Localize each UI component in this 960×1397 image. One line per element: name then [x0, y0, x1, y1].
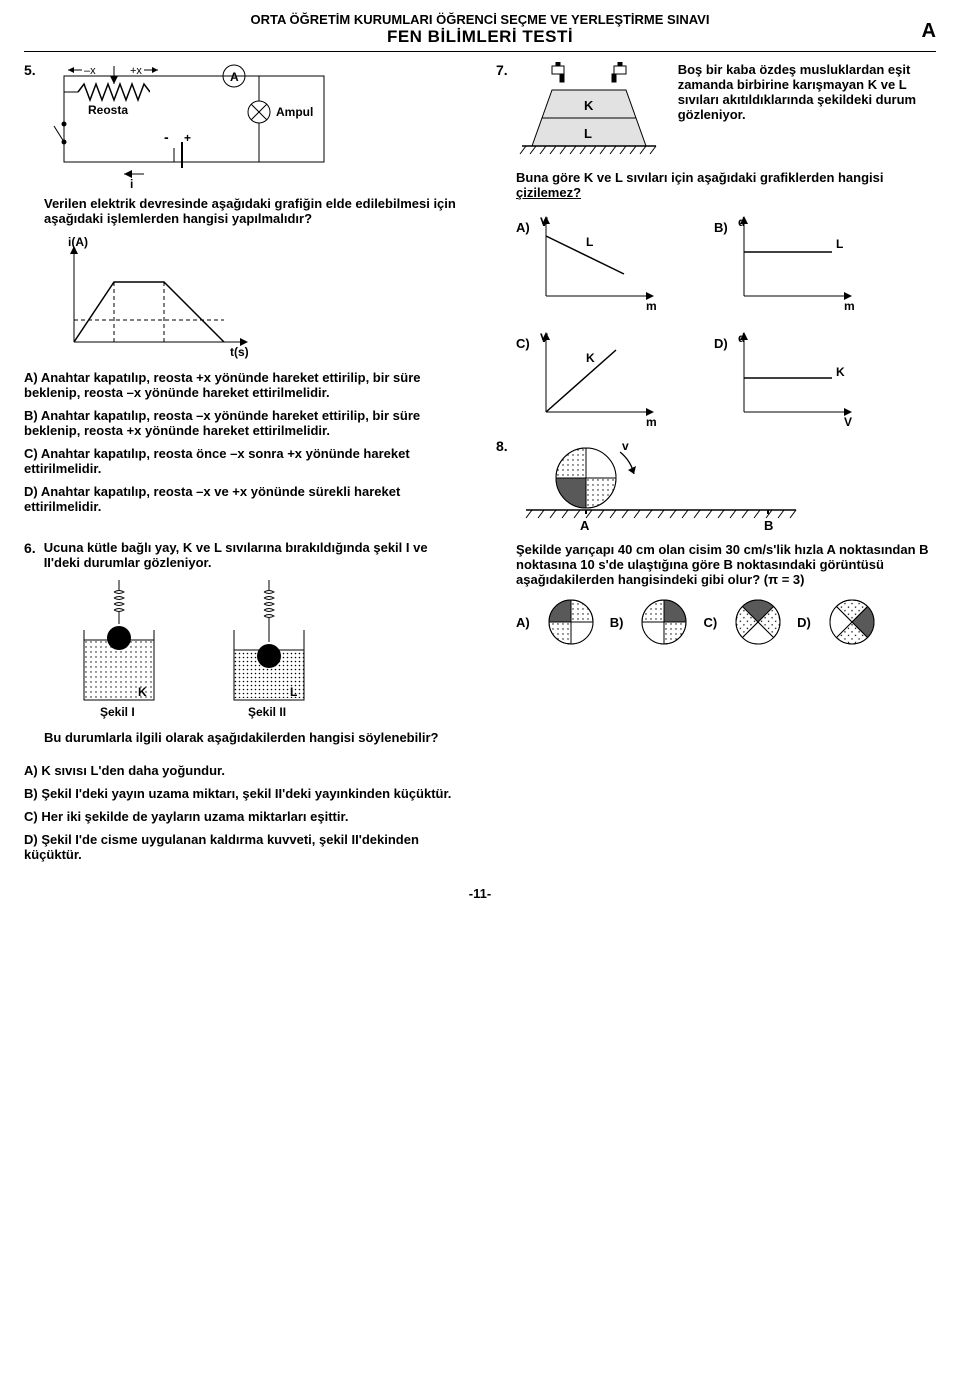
right-column: 7. K L [496, 62, 936, 862]
q8-optC-fig [733, 597, 783, 647]
q7-mid2: çizilemez? [516, 185, 581, 200]
q7-D-line: K [836, 365, 845, 379]
q5-plus: + [184, 131, 191, 145]
q8-optB-fig [639, 597, 689, 647]
q7-B-x: m [844, 299, 855, 313]
q8-optD-fig [827, 597, 877, 647]
q5-px: +x [130, 65, 142, 77]
q6-optC: C) Her iki şekilde de yayların uzama mik… [24, 809, 464, 824]
q6-L: L [290, 685, 297, 699]
q7-K: K [584, 98, 594, 113]
q7-graphs-row1: A) V m L B) d m L [516, 206, 936, 316]
q7-number: 7. [496, 62, 508, 162]
q5-xaxis: t(s) [230, 345, 249, 359]
q8-A: A [580, 518, 590, 533]
q7-C-lab: C) [516, 336, 530, 351]
q7-D-x: V [844, 415, 852, 429]
q7-mid: Buna göre K ve L sıvıları için aşağıdaki… [516, 170, 884, 185]
q6-optD: D) Şekil I'de cisme uygulanan kaldırma k… [24, 832, 464, 862]
q6-number: 6. [24, 540, 36, 570]
q7-B-line: L [836, 237, 843, 251]
q7-A-lab: A) [516, 220, 530, 235]
q7-D-lab: D) [714, 336, 728, 351]
q6-optA: A) K sıvısı L'den daha yoğundur. [24, 763, 464, 778]
q6-figures: K Şekil I L Şekil II [64, 580, 464, 720]
q8-optB-lab: B) [610, 615, 624, 630]
q8-optC-lab: C) [703, 615, 717, 630]
q5-ampul: Ampul [276, 105, 313, 119]
q5-reosta: Reosta [88, 103, 128, 117]
q7-L: L [584, 126, 592, 141]
q5-mx: –x [84, 65, 96, 77]
q8-B: B [764, 518, 773, 533]
q5-optB: B) Anahtar kapatılıp, reosta –x yönünde … [24, 408, 464, 438]
q7-graphs-row2: C) V m K D) d V K [516, 322, 936, 432]
q6-optB: B) Şekil I'deki yayın uzama miktarı, şek… [24, 786, 464, 801]
q5-optD: D) Anahtar kapatılıp, reosta –x ve +x yö… [24, 484, 464, 514]
left-column: 5. –x +x Reosta A [24, 62, 464, 862]
q5-minus: - [164, 129, 169, 145]
q8-pi: (π = 3) [764, 572, 805, 587]
header-rule [24, 51, 936, 52]
page-header: ORTA ÖĞRETİM KURUMLARI ÖĞRENCİ SEÇME VE … [24, 12, 936, 52]
q5-yaxis: i(A) [68, 235, 88, 249]
q8-stem: Şekilde yarıçapı 40 cm olan cisim 30 cm/… [516, 542, 929, 587]
q8-v: v [622, 439, 629, 453]
q7-B-lab: B) [714, 220, 728, 235]
q7-C-x: m [646, 415, 657, 429]
q8-number: 8. [496, 438, 508, 538]
q5-stem: Verilen elektrik devresinde aşağıdaki gr… [44, 196, 464, 226]
q5-i: i [130, 177, 133, 191]
q7-A-x: m [646, 299, 657, 313]
q7-C-line: K [586, 351, 595, 365]
page-number: -11- [24, 886, 936, 901]
q6-s1: Şekil I [100, 705, 135, 719]
header-letter: A [922, 20, 936, 43]
header-line2: FEN BİLİMLERİ TESTİ [24, 27, 936, 47]
q6-stem: Ucuna kütle bağlı yay, K ve L sıvılarına… [44, 540, 464, 570]
q8-optA-lab: A) [516, 615, 530, 630]
q5-number: 5. [24, 62, 36, 192]
q5-optC: C) Anahtar kapatılıp, reosta önce –x son… [24, 446, 464, 476]
q8-optA-fig [546, 597, 596, 647]
q6-mid: Bu durumlarla ilgili olarak aşağıdakiler… [44, 730, 464, 745]
q6-K: K [138, 685, 147, 699]
q5-graph: i(A) t(s) [44, 232, 264, 362]
q8-options: A) B) C) [516, 597, 936, 647]
q5-A: A [230, 70, 239, 84]
q7-figure: K L [516, 62, 666, 162]
q8-figure: v A B [516, 438, 816, 538]
q8-optD-lab: D) [797, 615, 811, 630]
header-line1: ORTA ÖĞRETİM KURUMLARI ÖĞRENCİ SEÇME VE … [24, 12, 936, 27]
q7-stem: Boş bir kaba özdeş musluklardan eşit zam… [678, 62, 936, 122]
q7-A-line: L [586, 235, 593, 249]
q5-optA: A) Anahtar kapatılıp, reosta +x yönünde … [24, 370, 464, 400]
q6-s2: Şekil II [248, 705, 286, 719]
q5-circuit-figure: –x +x Reosta A Ampul [44, 62, 344, 192]
